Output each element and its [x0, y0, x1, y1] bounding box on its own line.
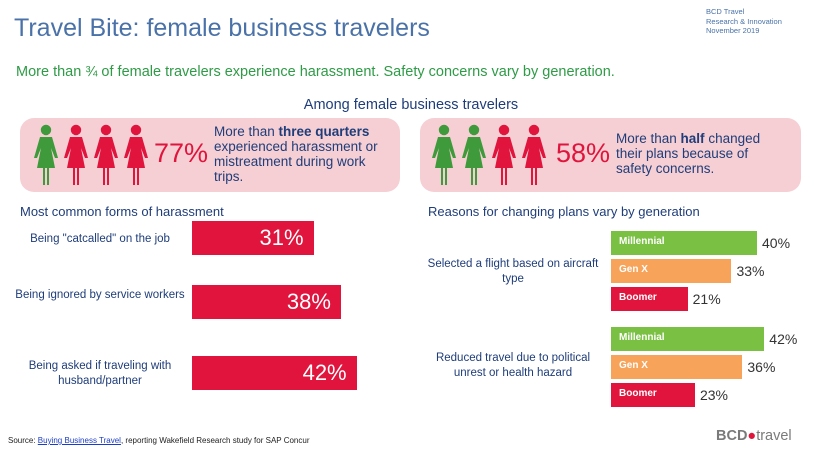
series-label: Millennial [619, 332, 665, 343]
woman-icon [124, 124, 148, 185]
woman-icon [34, 124, 58, 185]
data-label: 21% [692, 291, 721, 307]
data-label: 40% [762, 235, 791, 251]
bar: 38% [192, 285, 341, 319]
stat-card-harassment: 77% More than three quarters experienced… [20, 118, 400, 192]
series-label: Boomer [619, 388, 657, 399]
series-label: Boomer [619, 292, 657, 303]
data-label: 23% [699, 387, 728, 403]
bar: Gen X [611, 355, 743, 379]
data-label: 42% [302, 360, 347, 385]
bar: Millennial [611, 231, 757, 255]
stat-percent: 77% [154, 138, 209, 168]
bar: Boomer [611, 287, 688, 311]
stat-text: More than three quarters experienced har… [214, 124, 378, 184]
woman-icon [492, 124, 516, 185]
meta-org: BCD Travel [706, 7, 745, 16]
category-label: Reduced travel due to political unrest o… [435, 352, 591, 379]
series-label: Millennial [619, 236, 665, 247]
chart-title-generation: Reasons for changing plans vary by gener… [428, 204, 700, 219]
meta-date: November 2019 [706, 26, 760, 35]
chart-title-harassment: Most common forms of harassment [20, 204, 224, 219]
source-note: Source: Buying Business Travel, reportin… [8, 436, 310, 445]
data-label: 36% [747, 359, 776, 375]
bar: Millennial [611, 327, 765, 351]
woman-icon [522, 124, 546, 185]
data-label: 31% [259, 225, 304, 250]
woman-icon [94, 124, 118, 185]
stat-card-changed-plans: 58% More than half changed their plans b… [420, 118, 801, 192]
report-meta: BCD Travel Research & Innovation Novembe… [706, 7, 816, 36]
series-label: Gen X [619, 264, 648, 275]
stat-text: More than half changed their plans becau… [616, 131, 761, 176]
category-label: Being ignored by service workers [15, 289, 185, 301]
bar: 31% [192, 221, 314, 255]
source-link[interactable]: Buying Business Travel [37, 436, 121, 445]
data-label: 38% [286, 289, 331, 314]
woman-icon [432, 124, 456, 185]
bar: 42% [192, 356, 357, 390]
meta-dept: Research & Innovation [706, 16, 782, 26]
category-label: Selected a flight based on aircraft type [427, 258, 599, 285]
stat-percent: 58% [556, 138, 611, 168]
woman-icon [64, 124, 88, 185]
page-title: Travel Bite: female business travelers [14, 14, 430, 42]
page-subtitle: More than ¾ of female travelers experien… [16, 64, 615, 80]
series-label: Gen X [619, 360, 648, 371]
category-label: Being asked if traveling with husband/pa… [28, 360, 172, 387]
category-label: Being "catcalled" on the job [30, 233, 170, 245]
bar: Gen X [611, 259, 732, 283]
bar: Boomer [611, 383, 695, 407]
woman-icon [462, 124, 486, 185]
bcd-logo: BCD●travel [716, 428, 792, 444]
section-heading-among: Among female business travelers [303, 97, 519, 113]
data-label: 42% [769, 331, 798, 347]
data-label: 33% [736, 263, 765, 279]
